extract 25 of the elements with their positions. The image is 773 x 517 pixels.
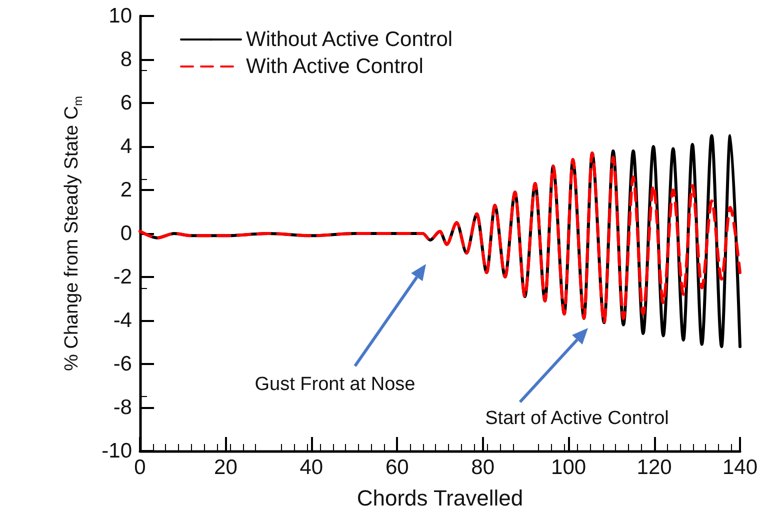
- y-tick-label: -2: [113, 266, 132, 288]
- y-tick-label: -8: [113, 396, 132, 419]
- x-tick-label: 140: [722, 456, 758, 479]
- line-series: [138, 152, 742, 324]
- y-tick-label: 0: [120, 222, 132, 245]
- annotation: Gust Front at Nose: [254, 374, 416, 395]
- x-tick-label: 40: [300, 456, 324, 479]
- y-tick-label: 8: [120, 48, 132, 71]
- x-tick-label: 120: [636, 456, 672, 479]
- legend-label: With Active Control: [246, 55, 424, 78]
- y-axis-title: % Change from Steady State Cm: [62, 96, 85, 372]
- y-tick-label: 10: [108, 4, 132, 28]
- x-tick-label: 60: [385, 456, 409, 479]
- y-tick-label: 6: [120, 92, 132, 114]
- y-tick-label: -10: [102, 440, 132, 462]
- x-tick-label: 100: [551, 456, 586, 479]
- x-tick-label: 80: [471, 456, 495, 479]
- x-axis-title: Chords Travelled: [356, 486, 524, 510]
- y-tick-label: 4: [120, 135, 132, 158]
- y-tick-label: -4: [113, 309, 132, 332]
- x-tick-label: 20: [214, 456, 238, 479]
- legend-label: Without Active Control: [246, 28, 453, 51]
- y-tick-label: -6: [113, 352, 132, 376]
- annotation: Start of Active Control: [485, 408, 669, 429]
- y-tick-label: 2: [120, 178, 132, 202]
